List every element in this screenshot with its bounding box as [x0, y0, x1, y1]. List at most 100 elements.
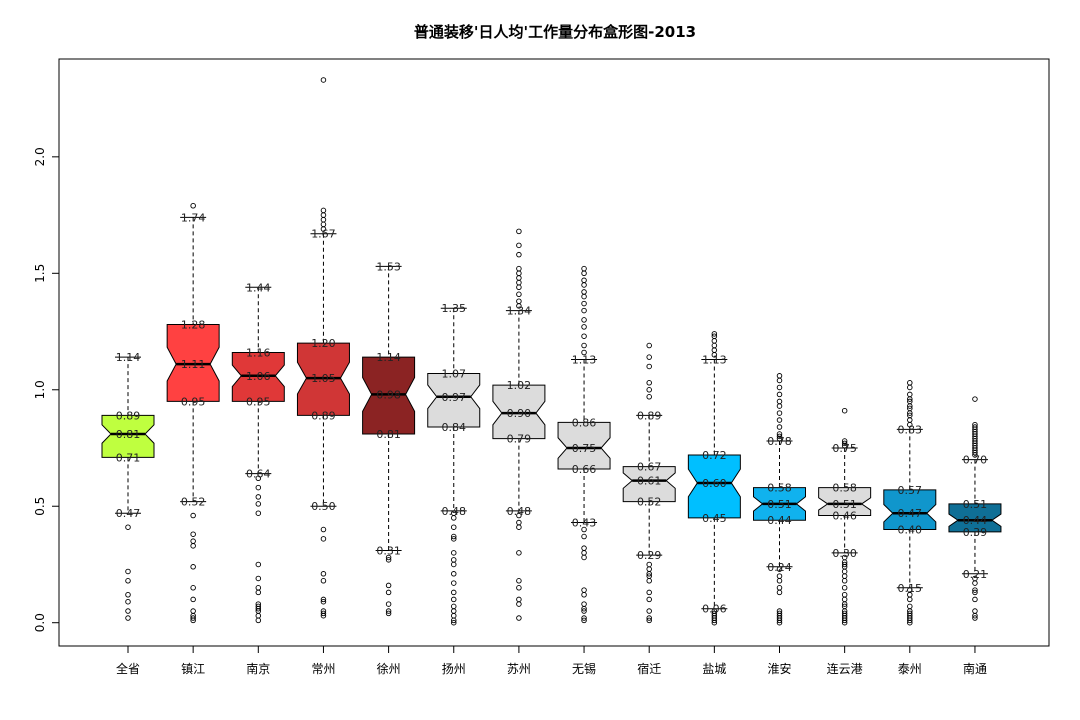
stat-value-label: 1.35 [442, 302, 467, 315]
stat-value-label: 0.29 [637, 549, 662, 562]
outlier-point [776, 619, 783, 626]
stat-value-label: 1.11 [181, 358, 206, 371]
outlier-point [125, 615, 131, 621]
outlier-point [581, 526, 587, 533]
stat-value-label: 1.34 [507, 305, 532, 318]
outlier-point [907, 384, 913, 391]
outlier-point [190, 202, 196, 209]
box-group: 0.83 0.57 0.47 0.40 0.15 [883, 380, 937, 626]
outlier-point [907, 396, 913, 402]
outlier-point [776, 566, 783, 572]
outlier-point [516, 524, 522, 530]
box-body [427, 372, 481, 428]
outlier-point [711, 342, 718, 349]
outlier-point [581, 277, 587, 284]
outlier-point [581, 550, 587, 556]
y-tick-label: 2.0 [33, 147, 47, 166]
outlier-point [451, 524, 457, 530]
outlier-point [646, 394, 652, 400]
outlier-point [516, 578, 522, 584]
outlier-point [255, 605, 262, 612]
stat-value-label: 0.66 [572, 463, 597, 476]
outlier-point [907, 380, 913, 386]
outlier-point [711, 617, 718, 624]
outlier-point [907, 410, 913, 416]
stat-value-label: 0.48 [442, 505, 467, 518]
outlier-point [907, 617, 913, 624]
outlier-point [646, 571, 652, 577]
outlier-point [776, 384, 783, 391]
outlier-point [190, 617, 196, 624]
stat-value-label: 0.75 [832, 442, 857, 455]
outlier-point [125, 568, 131, 575]
outlier-point [385, 557, 392, 563]
outlier-point [646, 596, 652, 603]
outlier-point [841, 573, 848, 579]
box-group: 0.78 0.58 0.51 0.44 0.24 [753, 373, 806, 626]
outlier-point [841, 619, 848, 626]
outlier-point [841, 592, 848, 598]
stat-value-label: 1.02 [507, 379, 532, 392]
outlier-point [581, 587, 587, 593]
outlier-point [581, 349, 587, 356]
stat-value-label: 0.89 [116, 409, 141, 422]
x-tick-label: 连云港 [827, 661, 863, 676]
outlier-point [841, 568, 848, 575]
outlier-point [581, 342, 587, 349]
outlier-point [972, 612, 978, 619]
outlier-point [190, 531, 196, 537]
outlier-point [841, 578, 848, 584]
stat-value-label: 0.89 [311, 409, 336, 422]
outlier-point [646, 608, 652, 614]
stat-value-label: 0.58 [767, 482, 792, 495]
outlier-point [255, 494, 262, 500]
box-group: 0.75 0.58 0.510.46 0.30 [818, 407, 872, 626]
outlier-point [385, 554, 392, 561]
outlier-point [190, 608, 196, 614]
stat-value-label: 1.20 [311, 337, 336, 350]
outlier-point [907, 603, 913, 610]
outlier-point [516, 275, 522, 281]
outlier-point [516, 550, 522, 556]
outlier-point [776, 573, 783, 579]
outlier-point [451, 608, 457, 614]
outlier-point [972, 589, 978, 596]
outlier-point [125, 598, 131, 605]
outlier-point [841, 601, 848, 607]
box-group: 1.53 1.14 0.98 0.81 0.31 [362, 260, 416, 617]
stat-value-label: 0.75 [572, 442, 597, 455]
stat-value-label: 0.06 [702, 603, 727, 616]
stat-value-label: 0.31 [376, 544, 401, 557]
outlier-point [581, 265, 587, 272]
outlier-point [646, 363, 652, 370]
outlier-point [776, 391, 783, 398]
outlier-point [320, 226, 327, 232]
outlier-point [320, 221, 327, 228]
outlier-point [451, 619, 457, 626]
outlier-point [451, 589, 457, 596]
outlier-point [385, 610, 392, 617]
box-series: 1.14 0.89 0.81 0.71 0.47 1.74 1.28 1.11 0.95 0.52… [101, 77, 1002, 626]
outlier-point [646, 589, 652, 596]
box-group: 0.89 0.670.61 0.52 0.29 [622, 342, 676, 624]
outlier-point [646, 354, 652, 360]
y-tick-label: 0.5 [33, 497, 47, 516]
stat-value-label: 0.58 [832, 482, 857, 495]
outlier-point [451, 533, 457, 540]
stat-value-label: 0.39 [963, 526, 988, 539]
stat-value-label: 1.44 [246, 281, 271, 294]
outlier-point [972, 608, 978, 614]
stat-value-label: 0.52 [181, 496, 206, 509]
outlier-point [320, 610, 327, 617]
box-group: 1.35 1.07 0.97 0.84 0.48 [427, 302, 481, 626]
outlier-point [907, 417, 913, 423]
stat-value-label: 0.51 [963, 498, 988, 511]
stat-value-label: 0.84 [442, 421, 467, 434]
box-body [101, 414, 155, 458]
outlier-point [972, 596, 978, 603]
box-body [948, 503, 1002, 533]
x-tick-label: 徐州 [377, 661, 401, 676]
outlier-point [711, 347, 718, 353]
outlier-point [581, 533, 587, 540]
outlier-point [385, 608, 392, 614]
